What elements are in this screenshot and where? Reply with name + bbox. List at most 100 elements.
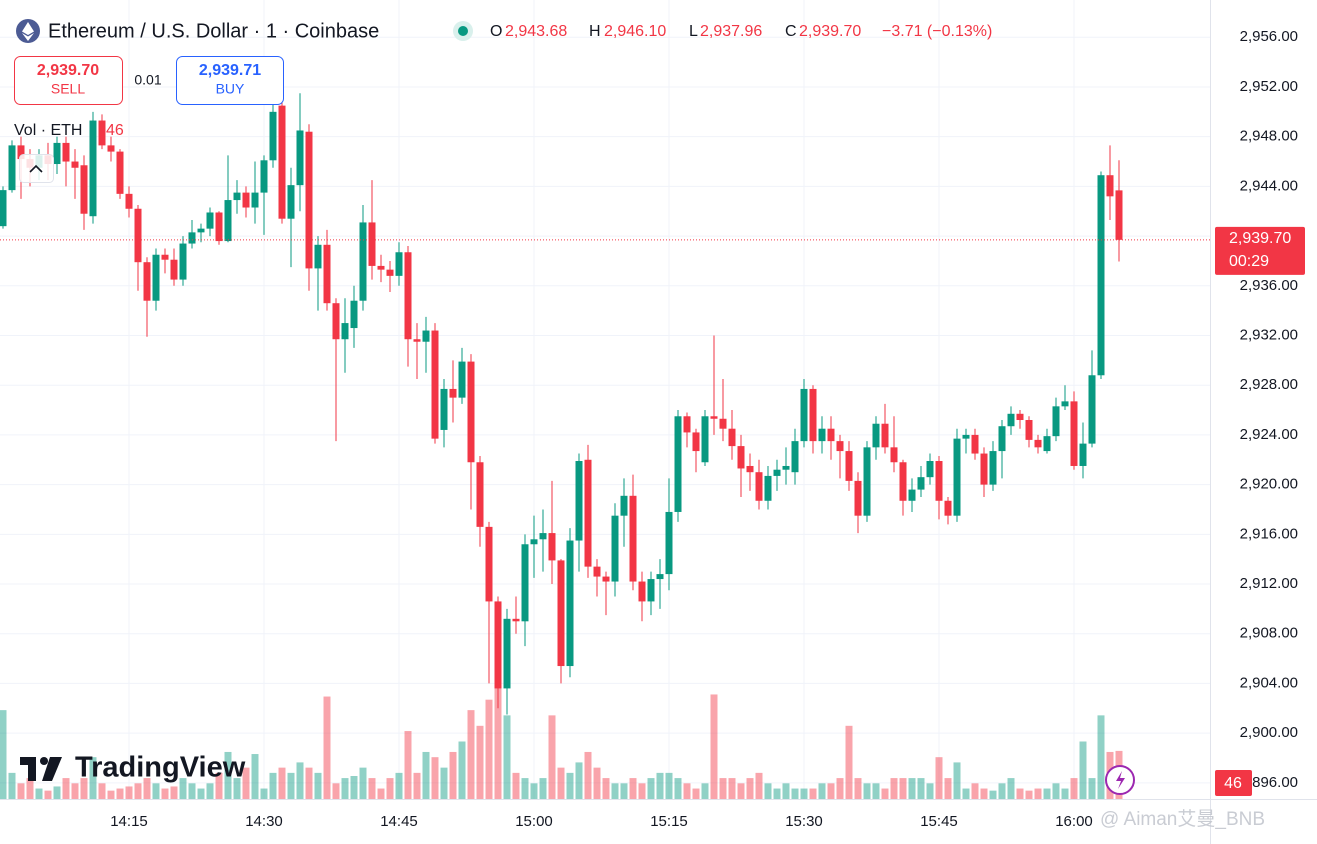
candle-body <box>170 259 178 280</box>
logo-text: TradingView <box>75 752 246 784</box>
ohlc-value: 2,943.68 <box>505 23 567 40</box>
candle-body <box>971 434 979 454</box>
market-status-dot[interactable] <box>458 26 468 36</box>
candle-body <box>422 330 430 342</box>
candle-body <box>683 416 691 433</box>
buy-box[interactable] <box>176 56 284 105</box>
candle-body <box>647 579 655 602</box>
y-tick-label: 2,956.00 <box>1240 28 1298 45</box>
volume-bar <box>1070 778 1078 799</box>
volume-bar <box>89 757 97 799</box>
buy-button[interactable]: 2,939.71 BUY <box>176 56 284 105</box>
y-tick-label: 2,904.00 <box>1240 674 1298 691</box>
ohlc-label: L <box>689 23 698 40</box>
candle-body <box>917 477 925 490</box>
y-tick-label: 2,948.00 <box>1240 128 1298 145</box>
volume-bar <box>1079 741 1087 799</box>
x-tick-label: 15:45 <box>920 813 958 830</box>
candle-body <box>926 461 934 478</box>
volume-bar <box>530 783 538 799</box>
volume-bar <box>800 788 808 799</box>
candle-body <box>179 243 187 280</box>
y-tick-label: 2,944.00 <box>1240 177 1298 194</box>
y-tick-label: 2,912.00 <box>1240 575 1298 592</box>
sell-price[interactable]: 2,939.70 <box>37 62 99 79</box>
volume-bar <box>161 788 169 799</box>
candle-body <box>575 461 583 541</box>
volume-bar <box>233 778 241 799</box>
volume-bar <box>719 778 727 799</box>
candle-body <box>539 533 547 540</box>
volume-bar <box>107 790 115 799</box>
volume-bar <box>350 776 358 799</box>
volume-bar <box>296 762 304 799</box>
volume-bar <box>368 778 376 799</box>
candle-body <box>206 212 214 229</box>
volume-bar <box>125 786 133 799</box>
candle-body <box>395 252 403 276</box>
last-price-badge <box>1215 226 1305 275</box>
sell-button[interactable]: 2,939.70 SELL <box>14 56 123 105</box>
candle-body <box>134 208 142 263</box>
symbol-title[interactable]: Ethereum / U.S. Dollar · 1 · Coinbase <box>48 20 379 42</box>
volume-bar <box>377 788 385 799</box>
candle-body <box>728 428 736 447</box>
candle-body <box>800 388 808 442</box>
candle-body <box>215 212 223 242</box>
candle-body <box>1088 375 1096 444</box>
volume-bar <box>143 778 151 799</box>
volume-bar <box>881 788 889 799</box>
candle-body <box>278 105 286 219</box>
buy-price[interactable]: 2,939.71 <box>199 62 261 79</box>
legend-header: Ethereum / U.S. Dollar · 1 · Coinbase O … <box>16 19 992 43</box>
volume-bar <box>944 778 952 799</box>
volume-bar <box>584 751 592 799</box>
candle-body <box>476 462 484 527</box>
candle-body <box>494 601 502 689</box>
volume-bar <box>386 778 394 799</box>
candle-body <box>1115 190 1123 240</box>
volume-bar <box>251 754 259 799</box>
collapse-button[interactable] <box>19 154 54 183</box>
sell-box[interactable] <box>14 56 123 105</box>
volume-bar <box>989 790 997 799</box>
candle-body <box>269 111 277 161</box>
volume-bar <box>953 762 961 799</box>
volume-bar <box>1025 790 1033 799</box>
candle-body <box>764 475 772 501</box>
volume-bar <box>197 788 205 799</box>
volume-bar <box>1052 783 1060 799</box>
collapse-box[interactable] <box>19 154 54 183</box>
candle-body <box>755 472 763 501</box>
candle-body <box>962 434 970 439</box>
candle-body <box>845 451 853 481</box>
candle-body <box>89 120 97 217</box>
candle-body <box>530 539 538 545</box>
logo-mark <box>42 757 62 781</box>
candle-body <box>359 222 367 301</box>
sell-label[interactable]: SELL <box>51 81 85 97</box>
ai-assistant-icon[interactable] <box>1105 765 1135 795</box>
volume-bar <box>476 725 484 799</box>
candle-body <box>314 244 322 269</box>
volume-bar <box>665 772 673 799</box>
volume-bar <box>926 783 934 799</box>
volume-bar <box>62 778 70 799</box>
candle-body <box>485 526 493 602</box>
volume-bar <box>224 751 232 799</box>
volume-bar <box>485 699 493 799</box>
candle-body <box>611 515 619 582</box>
candle-body <box>287 185 295 219</box>
volume-bar <box>521 778 529 799</box>
candle-body <box>413 339 421 342</box>
volume-bar <box>440 767 448 799</box>
volume-bar <box>242 767 250 799</box>
buy-label[interactable]: BUY <box>216 81 245 97</box>
x-tick-label: 14:45 <box>380 813 418 830</box>
candle-body <box>404 252 412 340</box>
volume-bar <box>314 772 322 799</box>
candle-body <box>323 244 331 304</box>
candle-body <box>368 222 376 266</box>
spread: 0.01 <box>134 72 161 88</box>
